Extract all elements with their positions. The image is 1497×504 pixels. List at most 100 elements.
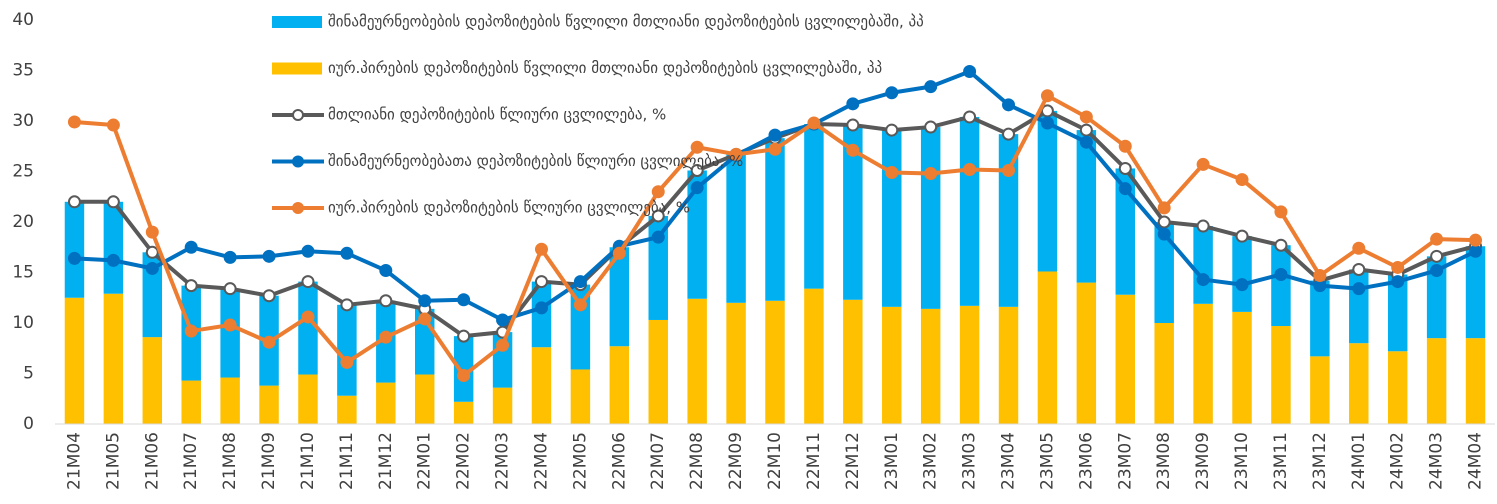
legend-label: იურ.პირების დეპოზიტების წლიური ცვლილება,… [328, 199, 690, 217]
bar-segment [804, 288, 824, 424]
x-tick-label: 24M02 [1388, 432, 1408, 490]
x-tick-label: 21M12 [376, 432, 396, 490]
x-tick-label: 22M12 [843, 432, 863, 490]
bar-segment [220, 377, 240, 424]
bar-segment [1387, 351, 1408, 424]
line-marker [418, 312, 432, 326]
line-marker [145, 261, 159, 275]
bar-segment [1193, 303, 1213, 424]
bar-segment [64, 201, 85, 298]
y-tick-label: 20 [12, 212, 34, 232]
x-tick-label: 23M06 [1076, 432, 1096, 490]
x-tick-label: 21M11 [337, 432, 357, 490]
bar-segment [959, 305, 980, 424]
line-marker [1391, 260, 1405, 274]
line-marker [223, 250, 237, 264]
x-tick-label: 22M07 [648, 432, 668, 490]
y-tick-label: 35 [12, 61, 34, 81]
line-marker [67, 251, 81, 265]
line-series [67, 89, 1483, 383]
line-marker [1002, 163, 1016, 177]
bar-segment [1387, 274, 1408, 352]
line-marker [496, 338, 510, 352]
x-tick-label: 22M03 [493, 432, 513, 490]
line-marker [379, 294, 393, 308]
x-tick-label: 21M09 [259, 432, 279, 490]
y-tick-label: 15 [12, 263, 34, 283]
line-marker [534, 242, 548, 256]
bar-segment [843, 299, 863, 424]
x-tick-label: 23M04 [999, 432, 1019, 490]
line-marker [1469, 244, 1483, 258]
legend-label: შინამეურნეობებათა დეპოზიტების წლიური ცვლ… [328, 152, 743, 170]
line-marker [1118, 161, 1132, 175]
bar-segment [1154, 222, 1174, 323]
line-marker [223, 282, 237, 296]
bar-segment [1232, 236, 1252, 312]
line-marker [340, 298, 354, 312]
bar-segment [1193, 226, 1213, 304]
x-tick-label: 23M01 [882, 432, 902, 490]
x-tick-label: 21M06 [142, 432, 162, 490]
line-marker [651, 185, 665, 199]
bar-segment [64, 297, 85, 424]
x-tick-label: 22M04 [531, 432, 551, 490]
line-marker [184, 324, 198, 338]
line-marker [924, 167, 938, 181]
bar-segment [415, 374, 435, 424]
line-marker [1196, 273, 1210, 287]
bar-segment [920, 127, 941, 309]
line-marker [496, 313, 510, 327]
line-marker [301, 310, 315, 324]
line-marker [1040, 104, 1054, 118]
legend-marker [292, 202, 304, 214]
line-marker [1352, 241, 1366, 255]
x-tick-label: 22M09 [726, 432, 746, 490]
line-marker [1040, 116, 1054, 130]
line-marker [1079, 135, 1093, 149]
line-marker [1352, 262, 1366, 276]
legend-label: იურ.პირების დეპოზიტების წვლილი მთლიანი დ… [328, 59, 882, 77]
y-tick-label: 10 [12, 313, 34, 333]
bar-segment [142, 252, 163, 338]
line-marker [457, 369, 471, 383]
line-marker [145, 245, 159, 259]
line-marker [768, 128, 782, 142]
legend-label: მთლიანი დეპოზიტების წლიური ცვლილება, % [328, 106, 666, 124]
y-tick-label: 40 [12, 10, 34, 30]
x-tick-label: 23M12 [1310, 432, 1330, 490]
x-tick-label: 21M07 [181, 432, 201, 490]
line-marker [223, 318, 237, 332]
bar-segment [1271, 245, 1291, 327]
bar-segment [453, 401, 474, 424]
x-tick-label: 22M11 [804, 432, 824, 490]
line-marker [651, 230, 665, 244]
line-marker [1079, 110, 1093, 124]
x-tick-label: 22M01 [415, 432, 435, 490]
line-marker [1235, 229, 1249, 243]
legend-swatch [272, 62, 322, 75]
x-tick-label: 24M03 [1427, 432, 1447, 490]
x-tick-label: 23M08 [1154, 432, 1174, 490]
bar-segment [726, 302, 746, 424]
bar-segment [609, 247, 630, 347]
line-marker [1157, 215, 1171, 229]
x-tick-label: 21M08 [220, 432, 240, 490]
bar-segment [181, 380, 201, 424]
bar-segment [220, 288, 240, 378]
line-marker [651, 209, 665, 223]
line-marker [1430, 232, 1444, 246]
line-marker [846, 97, 860, 111]
x-tick-label: 22M02 [454, 432, 474, 490]
line-marker [1313, 269, 1327, 283]
line-marker [963, 110, 977, 124]
bar-segment [687, 298, 707, 424]
line-marker [573, 298, 587, 312]
bar-segment [882, 130, 902, 307]
bar-segment [337, 304, 357, 396]
line-marker [106, 118, 120, 132]
x-tick-label: 23M07 [1115, 432, 1135, 490]
bar-segment [492, 387, 513, 424]
line-marker [1118, 182, 1132, 196]
